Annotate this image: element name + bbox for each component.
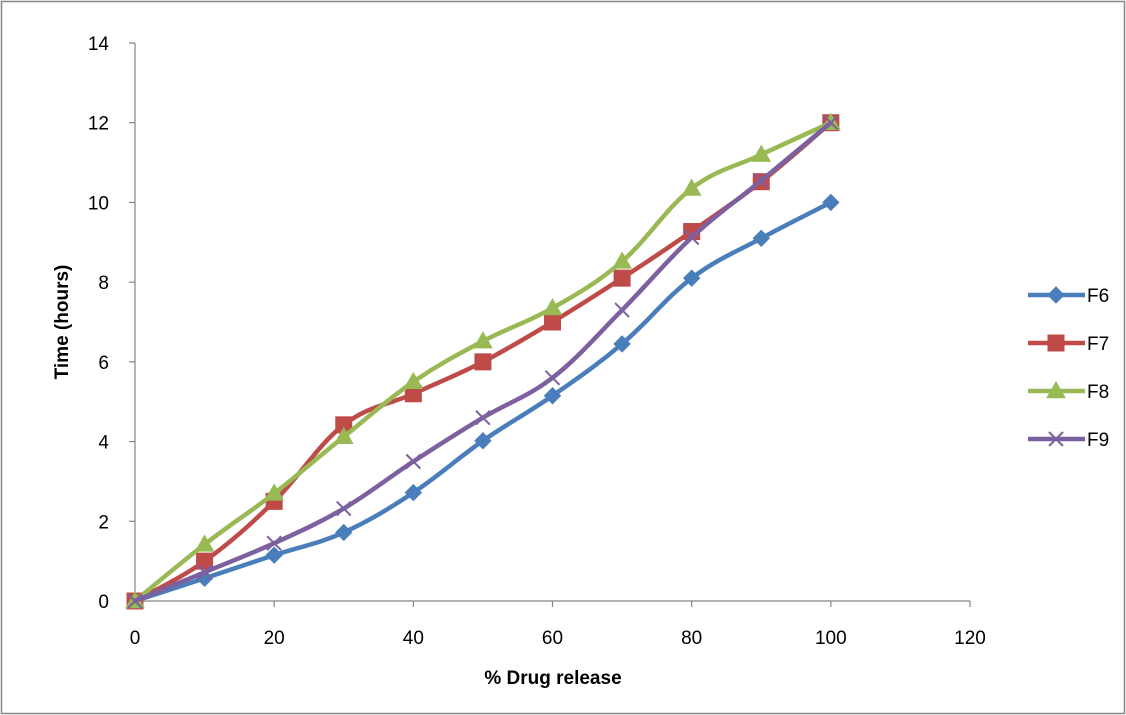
x-tick-label: 60: [542, 628, 563, 649]
data-point-f9: [405, 453, 422, 470]
series-line-f9: [132, 120, 834, 604]
data-point-f8: [751, 144, 772, 162]
x-tick-label: 40: [403, 628, 424, 649]
data-point-f8: [403, 371, 424, 390]
x-marker-stroke: [475, 409, 491, 426]
x-marker-stroke: [405, 453, 422, 470]
legend-item-f6: F6: [1028, 286, 1109, 307]
x-marker-stroke: [683, 229, 700, 246]
x-marker-stroke: [614, 302, 630, 318]
x-marker-stroke: [336, 500, 352, 517]
data-point-f6: [404, 483, 423, 502]
x-tick-label: 20: [264, 628, 285, 649]
legend-marker-f9: [1048, 431, 1064, 447]
x-marker-stroke: [1048, 431, 1064, 447]
y-tick-label: 14: [88, 34, 110, 55]
data-point-f9: [823, 115, 839, 131]
data-point-f8: [612, 251, 632, 269]
data-point-f6: [265, 546, 283, 564]
legend-item-f7: F7: [1028, 334, 1109, 355]
legend-label-f7: F7: [1087, 334, 1109, 355]
data-point-f8: [473, 331, 493, 349]
x-tick-label: 120: [954, 628, 986, 649]
x-marker-stroke: [823, 115, 839, 131]
data-point-f9: [544, 370, 561, 386]
data-point-f6: [822, 193, 840, 212]
x-marker-stroke: [753, 172, 769, 189]
x-marker-stroke: [127, 593, 143, 609]
legend-label-f9: F9: [1087, 430, 1109, 451]
data-point-f6: [613, 335, 631, 353]
data-point-f7: [613, 269, 631, 287]
data-point-f6: [752, 229, 770, 248]
data-point-f6: [474, 432, 492, 450]
y-tick-label: 6: [98, 353, 109, 374]
data-point-f6: [335, 523, 353, 542]
data-point-f9: [475, 409, 491, 426]
data-point-f8: [542, 298, 563, 316]
series-layer: [125, 112, 841, 610]
data-point-f7: [544, 313, 561, 331]
y-tick-label: 0: [98, 592, 109, 613]
y-axis-title: Time (hours): [52, 265, 73, 380]
data-point-f8: [194, 534, 215, 552]
data-point-f8: [681, 178, 702, 196]
x-marker-stroke: [196, 564, 213, 581]
data-point-f9: [683, 229, 700, 246]
y-tick-label: 2: [98, 512, 109, 533]
data-point-f9: [266, 535, 282, 551]
x-marker-stroke: [544, 370, 561, 386]
series-f6: [126, 193, 840, 610]
legend: F6 F7 F8 F9: [1028, 286, 1109, 451]
data-point-f8: [264, 483, 285, 501]
legend-item-f9: F9: [1028, 430, 1109, 451]
data-point-f8: [333, 426, 354, 445]
y-tick-label: 8: [98, 273, 109, 294]
y-tick-label: 4: [98, 433, 109, 454]
data-point-f9: [196, 564, 213, 581]
legend-label-f6: F6: [1087, 286, 1109, 307]
series-f9: [127, 115, 839, 609]
x-tick-label: 100: [815, 628, 847, 649]
data-point-f7: [474, 353, 492, 371]
data-point-f9: [614, 302, 630, 318]
legend-item-f8: F8: [1028, 380, 1109, 403]
legend-label-f8: F8: [1087, 382, 1109, 403]
axes: 0 2 4 6 8 10 12 14 0 20 40 60 80 100 120: [88, 34, 986, 649]
data-point-f9: [127, 593, 143, 609]
legend-marker-f8: [1046, 380, 1066, 399]
data-point-f9: [336, 500, 352, 517]
data-point-f9: [753, 172, 769, 189]
x-marker-stroke: [266, 535, 282, 551]
y-tick-label: 10: [88, 193, 109, 214]
legend-marker-f7: [1047, 334, 1065, 352]
x-tick-label: 80: [681, 628, 702, 649]
data-point-f7: [196, 552, 214, 570]
data-point-f6: [543, 387, 562, 405]
x-axis-title: % Drug release: [484, 668, 621, 689]
y-tick-label: 12: [88, 114, 109, 135]
x-tick-label: 0: [130, 628, 141, 649]
data-point-f6: [682, 269, 701, 287]
legend-marker-f6: [1047, 286, 1065, 304]
